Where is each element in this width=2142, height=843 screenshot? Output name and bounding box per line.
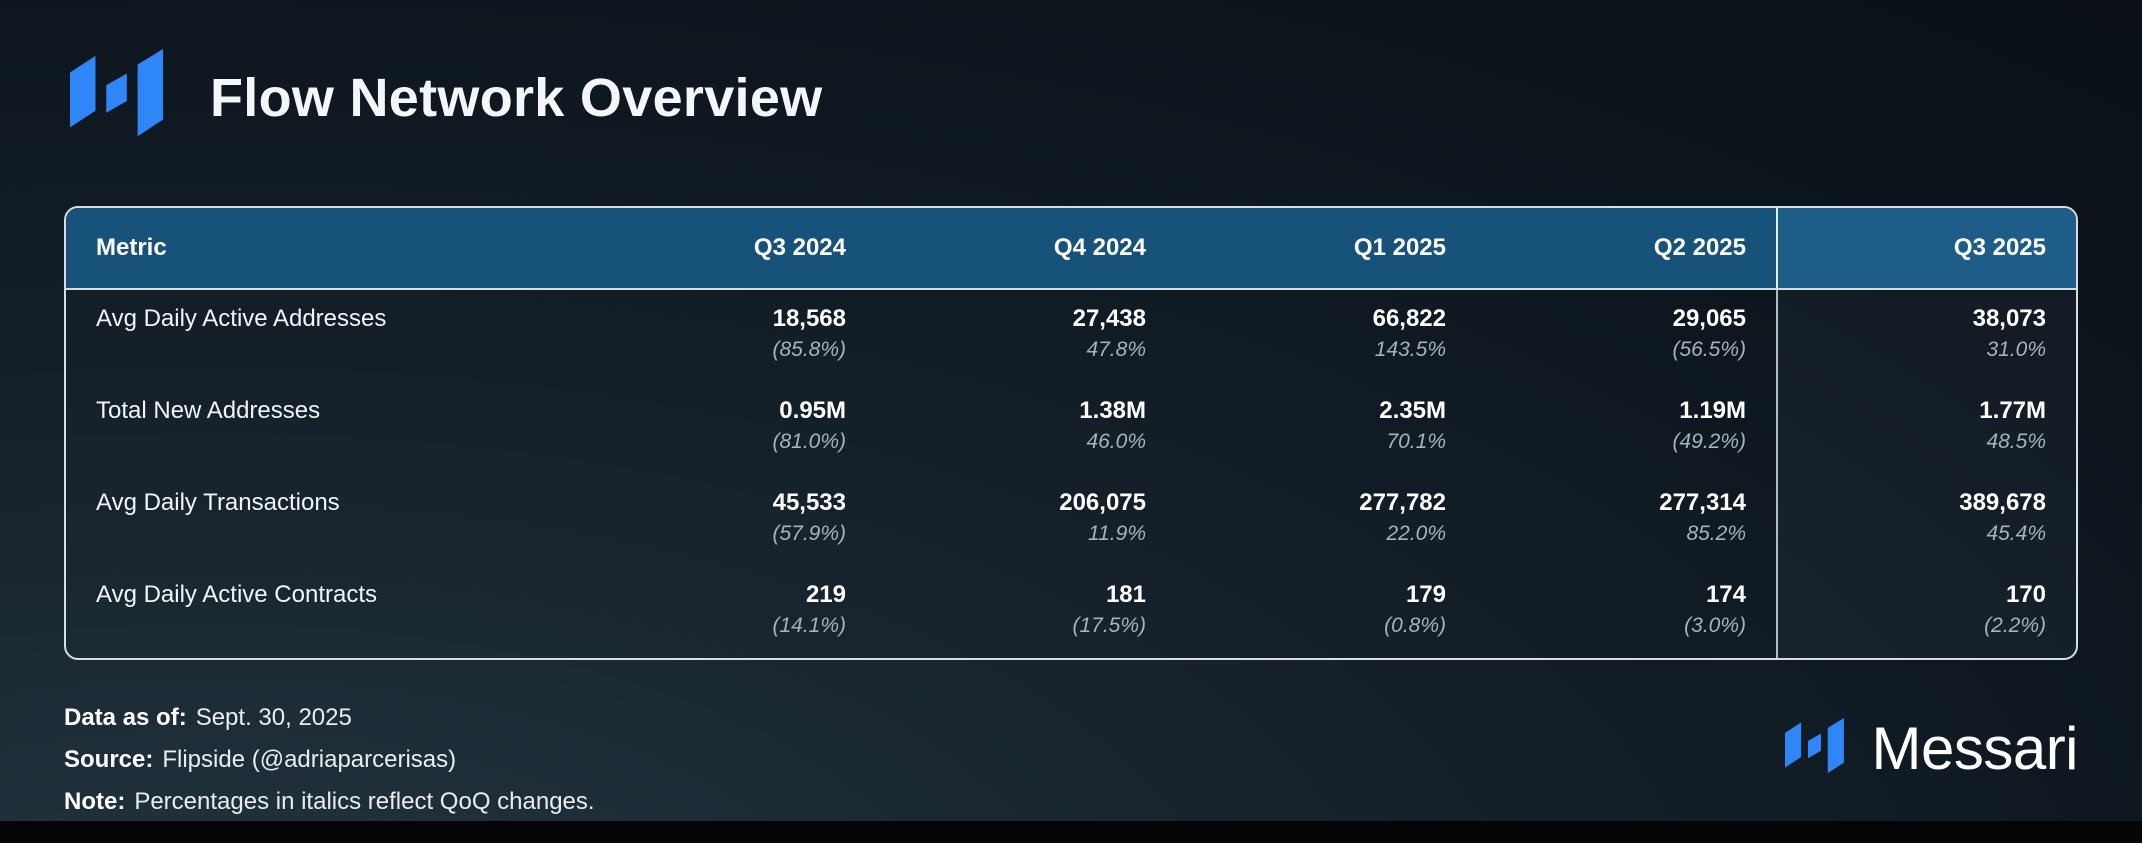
- metric-qoq-change: 45.4%: [1986, 522, 2046, 545]
- footnote-label: Note:: [64, 788, 126, 815]
- metric-qoq-change: 47.8%: [1086, 338, 1146, 361]
- messari-logo-icon: [1785, 717, 1845, 773]
- footnote-text: Flipside (@adriaparcerisas): [162, 746, 457, 773]
- table-cell: 2.35M 70.1%: [1176, 382, 1476, 474]
- metric-value: 45,533: [772, 489, 846, 516]
- table-header-row: Metric Q3 2024 Q4 2024 Q1 2025 Q2 2025 Q…: [66, 208, 2076, 290]
- table-row: Avg Daily Transactions 45,533 (57.9%) 20…: [66, 474, 2076, 566]
- table-cell: 66,822 143.5%: [1176, 290, 1476, 382]
- table-cell: 45,533 (57.9%): [576, 474, 876, 566]
- metric-qoq-change: (81.0%): [772, 430, 846, 453]
- metric-qoq-change: (0.8%): [1384, 614, 1446, 637]
- column-header-q2-2025: Q2 2025: [1653, 234, 1746, 261]
- table-cell: 181 (17.5%): [876, 566, 1176, 658]
- metric-qoq-change: 31.0%: [1986, 338, 2046, 361]
- column-header-q3-2025: Q3 2025: [1776, 208, 2076, 288]
- metric-value: 1.38M: [1079, 397, 1146, 424]
- footnote-label: Data as of:: [64, 704, 187, 731]
- metric-value: 27,438: [1072, 305, 1146, 332]
- metric-qoq-change: 11.9%: [1088, 522, 1146, 545]
- table-row: Total New Addresses 0.95M (81.0%) 1.38M …: [66, 382, 2076, 474]
- metric-qoq-change: 22.0%: [1386, 522, 1446, 545]
- metric-value: 18,568: [772, 305, 846, 332]
- metric-label: Total New Addresses: [96, 397, 321, 424]
- metric-value: 174: [1705, 581, 1746, 608]
- metric-value: 219: [805, 581, 846, 608]
- metric-qoq-change: (49.2%): [1672, 430, 1746, 453]
- metric-value: 277,314: [1659, 489, 1746, 516]
- column-header-q3-2024: Q3 2024: [753, 234, 846, 261]
- messari-logo-icon: [1781, 717, 1851, 780]
- table-row: Avg Daily Active Addresses 18,568 (85.8%…: [66, 290, 2076, 382]
- metric-qoq-change: (2.2%): [1984, 614, 2046, 637]
- metric-value: 2.35M: [1379, 397, 1446, 424]
- table-cell: 27,438 47.8%: [876, 290, 1176, 382]
- metric-qoq-change: 85.2%: [1686, 522, 1746, 545]
- metric-qoq-change: 48.5%: [1986, 430, 2046, 453]
- table-cell-highlighted: 1.77M 48.5%: [1776, 382, 2076, 474]
- table-cell-highlighted: 389,678 45.4%: [1776, 474, 2076, 566]
- bottom-strip: [0, 821, 2142, 843]
- metric-label: Avg Daily Active Contracts: [96, 581, 378, 608]
- metric-qoq-change: 143.5%: [1374, 338, 1446, 361]
- metric-label: Avg Daily Active Addresses: [96, 305, 387, 332]
- table-cell: 0.95M (81.0%): [576, 382, 876, 474]
- metric-qoq-change: (57.9%): [772, 522, 846, 545]
- data-as-of-line: Data as of: Sept. 30, 2025: [64, 704, 2078, 732]
- metric-qoq-change: (85.8%): [772, 338, 846, 361]
- source-line: Source: Flipside (@adriaparcerisas): [64, 746, 2078, 774]
- footnotes: Data as of: Sept. 30, 2025 Source: Flipsid…: [64, 704, 2078, 816]
- table-cell: 219 (14.1%): [576, 566, 876, 658]
- brand-lockup: Messari: [1781, 714, 2078, 783]
- table-cell: 277,782 22.0%: [1176, 474, 1476, 566]
- messari-logo-icon: [64, 49, 174, 147]
- table-cell: 277,314 85.2%: [1476, 474, 1776, 566]
- table-cell: 18,568 (85.8%): [576, 290, 876, 382]
- metric-value: 277,782: [1359, 489, 1446, 516]
- messari-logo-icon: [70, 49, 164, 137]
- table-row: Avg Daily Active Contracts 219 (14.1%) 1…: [66, 566, 2076, 658]
- masthead: Flow Network Overview: [0, 0, 2142, 150]
- footnote-label: Source:: [64, 746, 154, 773]
- messari-wordmark: Messari: [1871, 715, 2078, 782]
- metric-qoq-change: 70.1%: [1386, 430, 1446, 453]
- table-cell: 1.38M 46.0%: [876, 382, 1176, 474]
- table-cell: 179 (0.8%): [1176, 566, 1476, 658]
- note-line: Note: Percentages in italics reflect QoQ …: [64, 788, 2078, 816]
- footnote-text: Sept. 30, 2025: [195, 704, 352, 731]
- metric-qoq-change: (17.5%): [1072, 614, 1146, 637]
- table-cell: 174 (3.0%): [1476, 566, 1776, 658]
- metric-label: Avg Daily Transactions: [96, 489, 340, 516]
- table-cell: 29,065 (56.5%): [1476, 290, 1776, 382]
- metric-value: 1.19M: [1679, 397, 1746, 424]
- metric-qoq-change: 46.0%: [1086, 430, 1146, 453]
- column-header-q1-2025: Q1 2025: [1353, 234, 1446, 261]
- metric-value: 38,073: [1972, 305, 2046, 332]
- metric-qoq-change: (56.5%): [1672, 338, 1746, 361]
- metric-value: 206,075: [1059, 489, 1146, 516]
- metric-value: 170: [2005, 581, 2046, 608]
- metrics-table: Metric Q3 2024 Q4 2024 Q1 2025 Q2 2025 Q…: [64, 206, 2078, 660]
- table-cell: 1.19M (49.2%): [1476, 382, 1776, 474]
- metric-qoq-change: (14.1%): [772, 614, 846, 637]
- column-header-metric: Metric: [96, 234, 167, 261]
- table-cell-highlighted: 38,073 31.0%: [1776, 290, 2076, 382]
- metric-value: 1.77M: [1979, 397, 2046, 424]
- metric-value: 181: [1105, 581, 1146, 608]
- footnote-text: Percentages in italics reflect QoQ chang…: [134, 788, 595, 815]
- metric-value: 179: [1405, 581, 1446, 608]
- metric-qoq-change: (3.0%): [1684, 614, 1746, 637]
- table-cell: 206,075 11.9%: [876, 474, 1176, 566]
- metric-value: 29,065: [1672, 305, 1746, 332]
- column-header-q4-2024: Q4 2024: [1053, 234, 1146, 261]
- metric-value: 389,678: [1959, 489, 2046, 516]
- page-title: Flow Network Overview: [210, 68, 823, 128]
- metric-value: 66,822: [1372, 305, 1446, 332]
- table-cell-highlighted: 170 (2.2%): [1776, 566, 2076, 658]
- metric-value: 0.95M: [779, 397, 846, 424]
